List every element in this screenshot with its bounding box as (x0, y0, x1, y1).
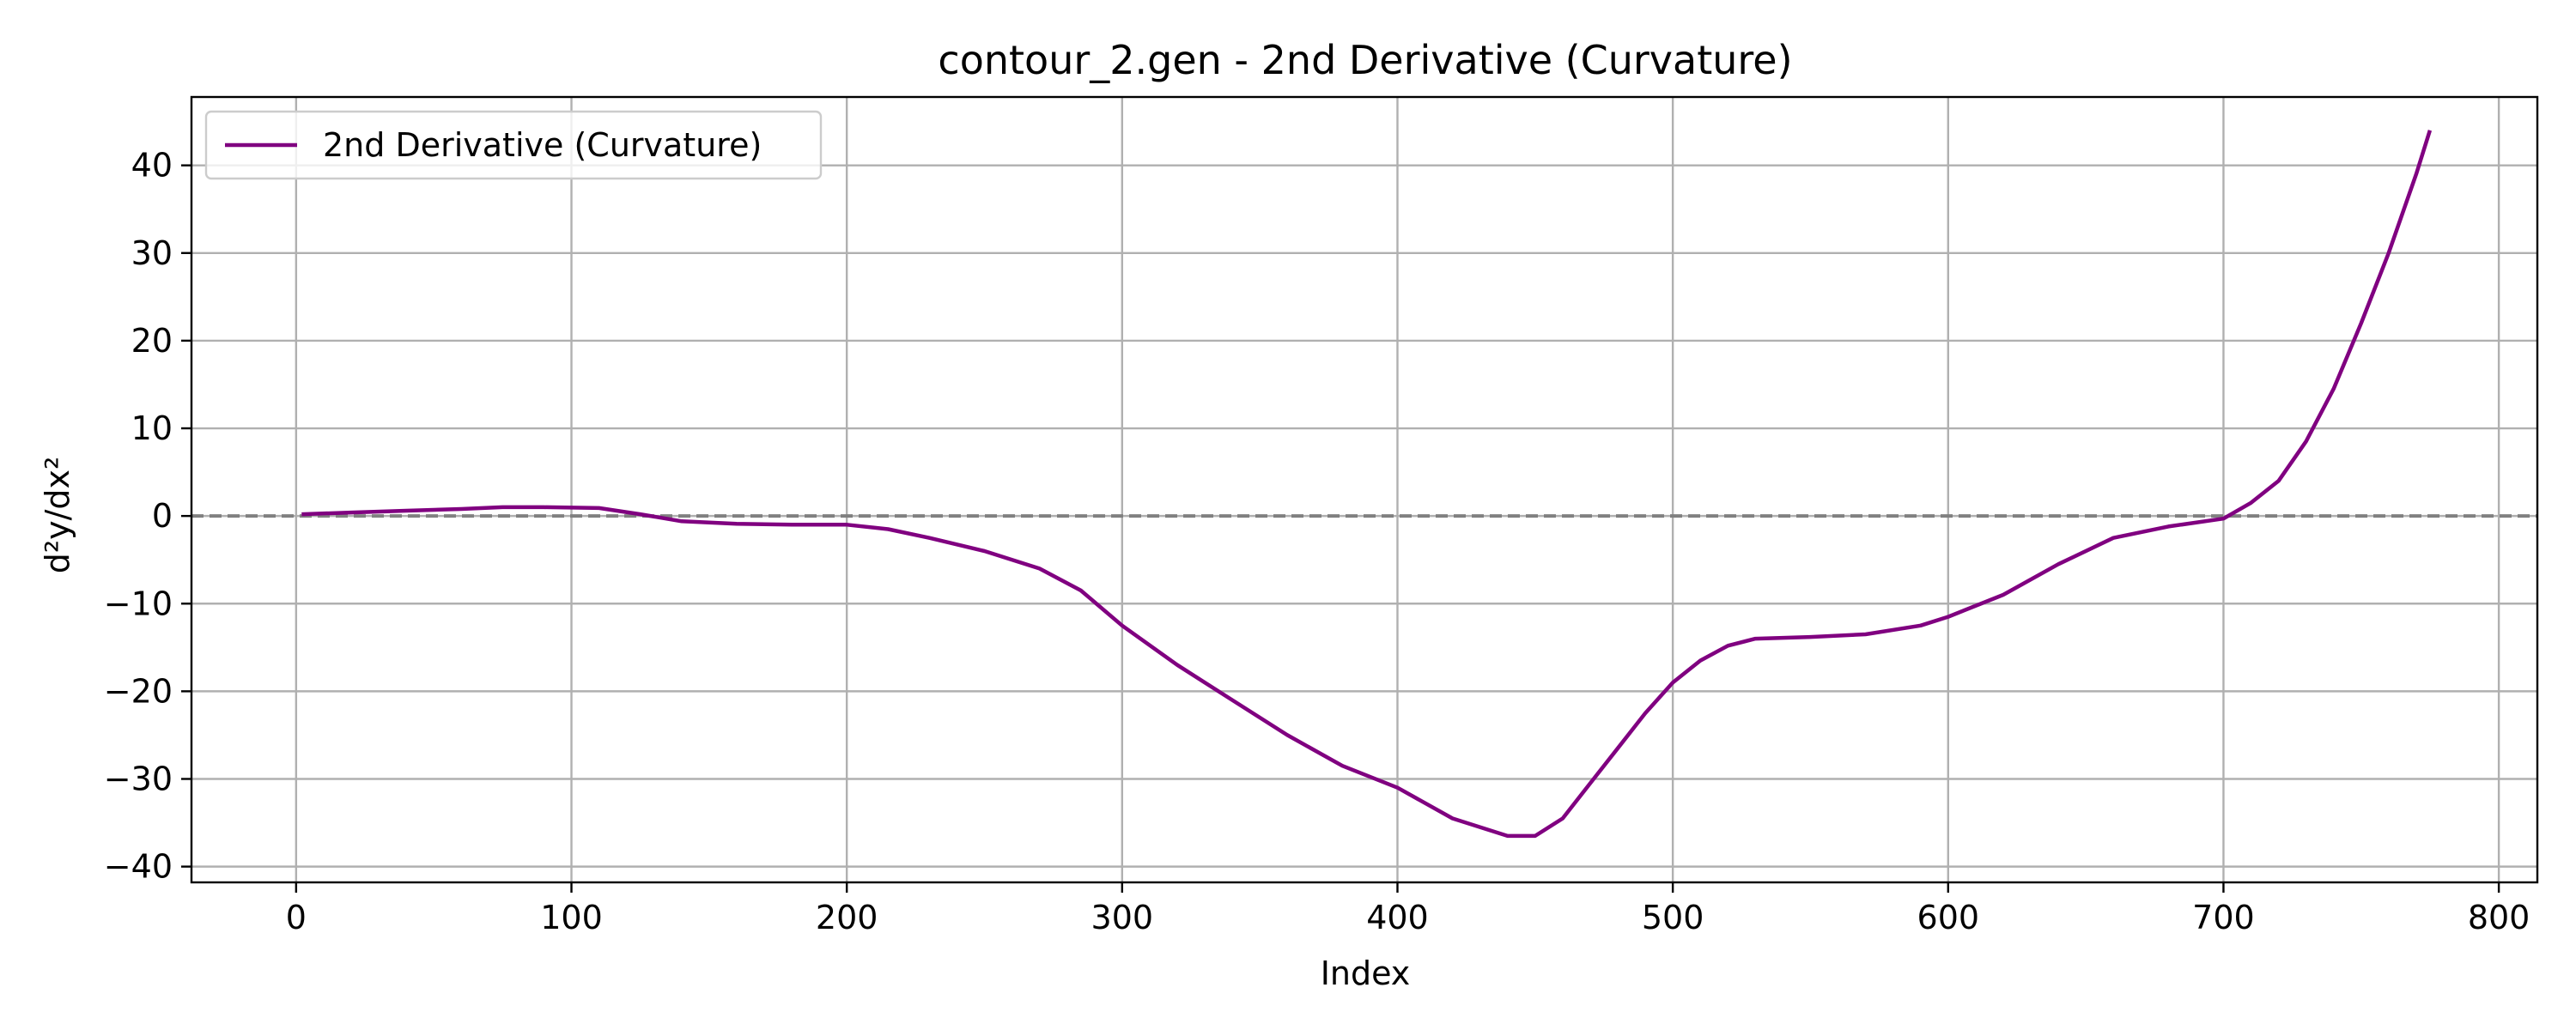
legend-label: 2nd Derivative (Curvature) (323, 126, 762, 164)
y-tick-label: 0 (152, 497, 173, 535)
x-tick-label: 0 (286, 899, 307, 936)
x-axis-label: Index (1321, 954, 1411, 992)
series-line (301, 130, 2433, 839)
legend-box (204, 110, 823, 180)
y-tick-label: −40 (104, 848, 173, 886)
y-axis: −40 −30 −20 −10 0 10 20 30 40 (104, 147, 191, 886)
chart-title: contour_2.gen - 2nd Derivative (Curvatur… (938, 37, 1792, 83)
y-tick-label: −30 (104, 760, 173, 797)
y-tick-label: 40 (131, 147, 173, 185)
grid (191, 97, 2537, 882)
x-tick-label: 800 (2468, 899, 2530, 936)
y-tick-label: −20 (104, 672, 173, 710)
x-tick-label: 700 (2192, 899, 2255, 936)
y-tick-label: 20 (131, 322, 173, 360)
y-tick-label: 30 (131, 234, 173, 272)
legend: 2nd Derivative (Curvature) (204, 110, 823, 180)
x-tick-label: 200 (816, 899, 878, 936)
y-axis-label: d²y/dx² (39, 457, 76, 574)
x-tick-label: 100 (540, 899, 603, 936)
y-tick-label: 10 (131, 409, 173, 447)
x-tick-label: 500 (1642, 899, 1704, 936)
x-tick-label: 300 (1091, 899, 1154, 936)
y-tick-label: −10 (104, 585, 173, 622)
x-tick-label: 600 (1917, 899, 1980, 936)
plot-area (301, 130, 2433, 839)
x-tick-label: 400 (1366, 899, 1429, 936)
x-axis: 0 100 200 300 400 500 600 700 800 (286, 882, 2530, 936)
axes-frame (190, 95, 2539, 884)
